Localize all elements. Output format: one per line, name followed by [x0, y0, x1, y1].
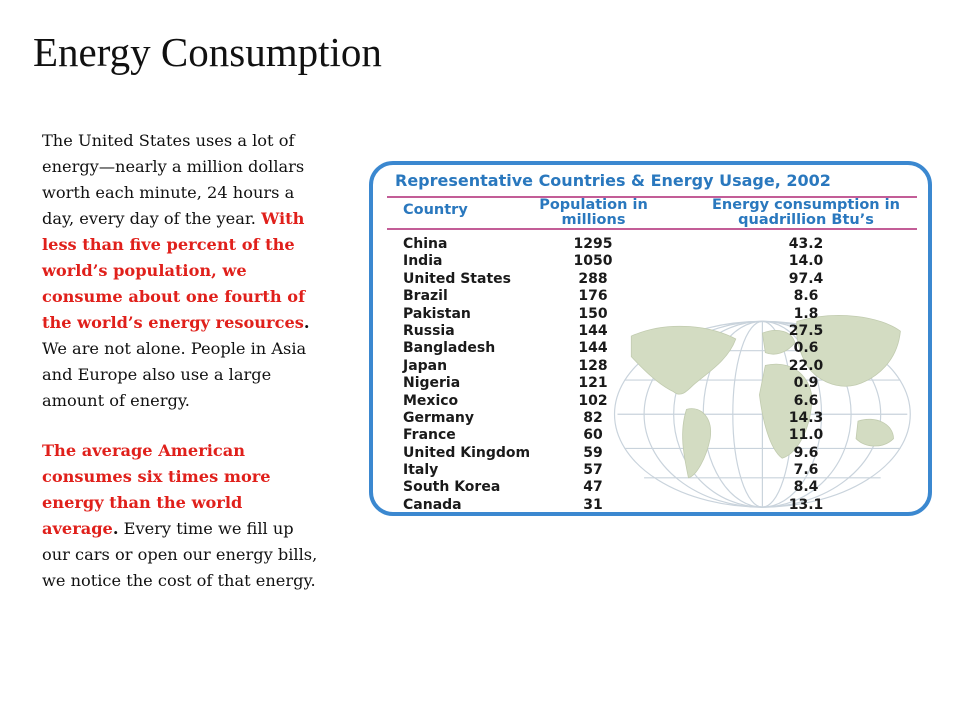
table-row: Germany 82 14.3 [373, 410, 928, 427]
cell-population: 1295 [573, 236, 613, 252]
cell-country: France [403, 427, 456, 444]
header-energy: Energy consumption in quadrillion Btu’s [675, 197, 928, 228]
cell-population: 288 [578, 270, 608, 287]
header-country: Country [403, 202, 468, 218]
cell-energy: 11.0 [788, 427, 824, 444]
paragraph-1-period: . [303, 313, 310, 332]
paragraph-2-rest: Every time we fill up our cars or open o… [42, 519, 318, 590]
paragraph-1: The United States uses a lot of energy—n… [42, 128, 320, 414]
cell-country: Pakistan [403, 305, 471, 322]
table-row: Nigeria 121 0.9 [373, 375, 928, 392]
header-population-line2: millions [561, 212, 626, 228]
cell-energy: 43.2 [788, 236, 824, 252]
cell-energy: 9.6 [793, 444, 819, 461]
cell-population: 102 [578, 392, 608, 409]
table-row: Pakistan 150 1.8 [373, 306, 928, 323]
paragraph-1-highlight: With less than five percent of the world… [42, 209, 306, 332]
cell-energy: 7.6 [793, 462, 819, 479]
cell-population: 128 [578, 357, 608, 374]
header-energy-line1: Energy consumption in [712, 197, 900, 213]
cell-energy: 13.1 [788, 496, 824, 513]
cell-energy: 27.5 [788, 322, 824, 339]
cell-population: 1050 [573, 253, 613, 270]
cell-energy: 0.6 [793, 340, 819, 357]
cell-country: Bangladesh [403, 340, 496, 357]
table-row: Canada 31 13.1 [373, 496, 928, 513]
cell-population: 176 [578, 288, 608, 305]
table-title: Representative Countries & Energy Usage,… [395, 171, 831, 190]
cell-energy: 0.9 [793, 375, 819, 392]
table-row: Italy 57 7.6 [373, 462, 928, 479]
table-row: Russia 144 27.5 [373, 323, 928, 340]
cell-energy: 8.6 [793, 288, 819, 305]
cell-country: Brazil [403, 288, 448, 305]
paragraph-1-rest: We are not alone. People in Asia and Eur… [42, 339, 307, 410]
header-population: Population in millions [531, 198, 656, 228]
table-row: Brazil 176 8.6 [373, 288, 928, 305]
paragraph-1-intro: The United States uses a lot of energy—n… [42, 131, 305, 228]
table-row: China 1295 43.2 [373, 236, 928, 253]
cell-energy: 22.0 [788, 357, 824, 374]
cell-population: 47 [583, 479, 603, 496]
cell-population: 59 [583, 444, 603, 461]
table-row: Japan 128 22.0 [373, 358, 928, 375]
energy-table-panel: Representative Countries & Energy Usage,… [369, 161, 932, 516]
world-map-background [613, 315, 911, 508]
table-row: France 60 11.0 [373, 427, 928, 444]
header-energy-line2: quadrillion Btu’s [738, 212, 874, 228]
slide-title: Energy Consumption [33, 29, 382, 75]
cell-population: 144 [578, 340, 608, 357]
cell-population: 150 [578, 305, 608, 322]
paragraph-2: The average American consumes six times … [42, 438, 320, 594]
cell-energy: 14.3 [788, 409, 824, 426]
paragraph-2-highlight: The average American consumes six times … [42, 441, 271, 538]
cell-country: South Korea [403, 479, 501, 496]
cell-energy: 6.6 [793, 392, 819, 409]
cell-country: Germany [403, 409, 475, 426]
table-row: Mexico 102 6.6 [373, 393, 928, 410]
header-population-line1: Population in [539, 197, 648, 213]
cell-country: Nigeria [403, 375, 461, 392]
cell-population: 121 [578, 375, 608, 392]
cell-country: United States [403, 270, 511, 287]
table-row: Bangladesh 144 0.6 [373, 340, 928, 357]
table-row: South Korea 47 8.4 [373, 479, 928, 496]
cell-country: Russia [403, 322, 455, 339]
cell-country: India [403, 253, 443, 270]
title-rule [387, 196, 917, 198]
cell-country: China [403, 236, 448, 252]
cell-population: 144 [578, 322, 608, 339]
cell-population: 57 [583, 462, 603, 479]
cell-country: Italy [403, 462, 439, 479]
body-text: The United States uses a lot of energy—n… [42, 128, 320, 594]
cell-country: Mexico [403, 392, 459, 409]
cell-population: 60 [583, 427, 603, 444]
table-row: United States 288 97.4 [373, 271, 928, 288]
cell-country: Canada [403, 496, 462, 513]
cell-population: 31 [583, 496, 603, 513]
cell-country: United Kingdom [403, 444, 531, 461]
table-body: China 1295 43.2 India 1050 14.0 United State… [373, 236, 928, 513]
cell-energy: 97.4 [788, 270, 824, 287]
cell-country: Japan [403, 357, 448, 374]
cell-population: 82 [583, 409, 603, 426]
cell-energy: 1.8 [793, 305, 819, 322]
cell-energy: 14.0 [788, 253, 824, 270]
table-row: India 1050 14.0 [373, 253, 928, 270]
paragraph-2-period: . [112, 519, 119, 538]
header-rule [387, 228, 917, 230]
table-row: United Kingdom 59 9.6 [373, 445, 928, 462]
cell-energy: 8.4 [793, 479, 819, 496]
